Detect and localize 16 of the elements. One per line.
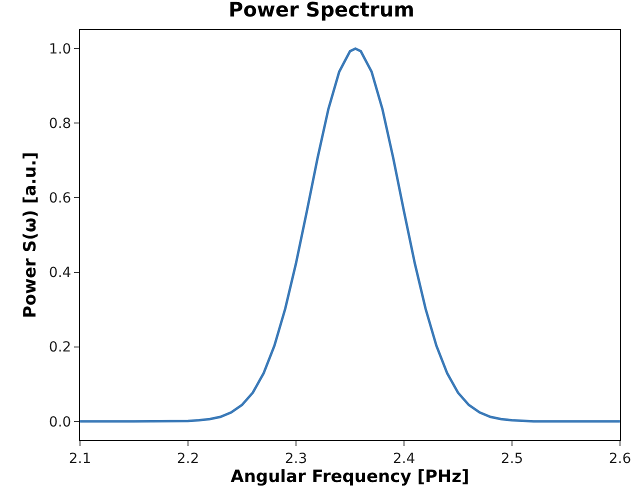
y-tick-label: 0.2 [48, 340, 72, 356]
x-tick-label: 2.2 [176, 450, 200, 467]
y-tick-label: 0.4 [48, 265, 72, 282]
y-tick-label: 0.8 [48, 116, 72, 132]
x-tick-label: 2.5 [500, 450, 524, 467]
x-tick-label: 2.1 [68, 450, 92, 467]
y-tick-label: 1.0 [48, 42, 72, 58]
x-tick-label: 2.4 [392, 450, 416, 467]
y-tick-label: 0.0 [48, 414, 72, 430]
x-tick-label: 2.6 [608, 450, 632, 467]
y-tick-label: 0.6 [48, 190, 72, 207]
chart-title: Power Spectrum [228, 0, 414, 22]
x-tick-label: 2.3 [284, 450, 308, 467]
line-series [80, 47, 620, 423]
y-axis-title: Power S(ω) [a.u.] [20, 152, 40, 318]
x-axis-title: Angular Frequency [PHz] [230, 467, 470, 488]
